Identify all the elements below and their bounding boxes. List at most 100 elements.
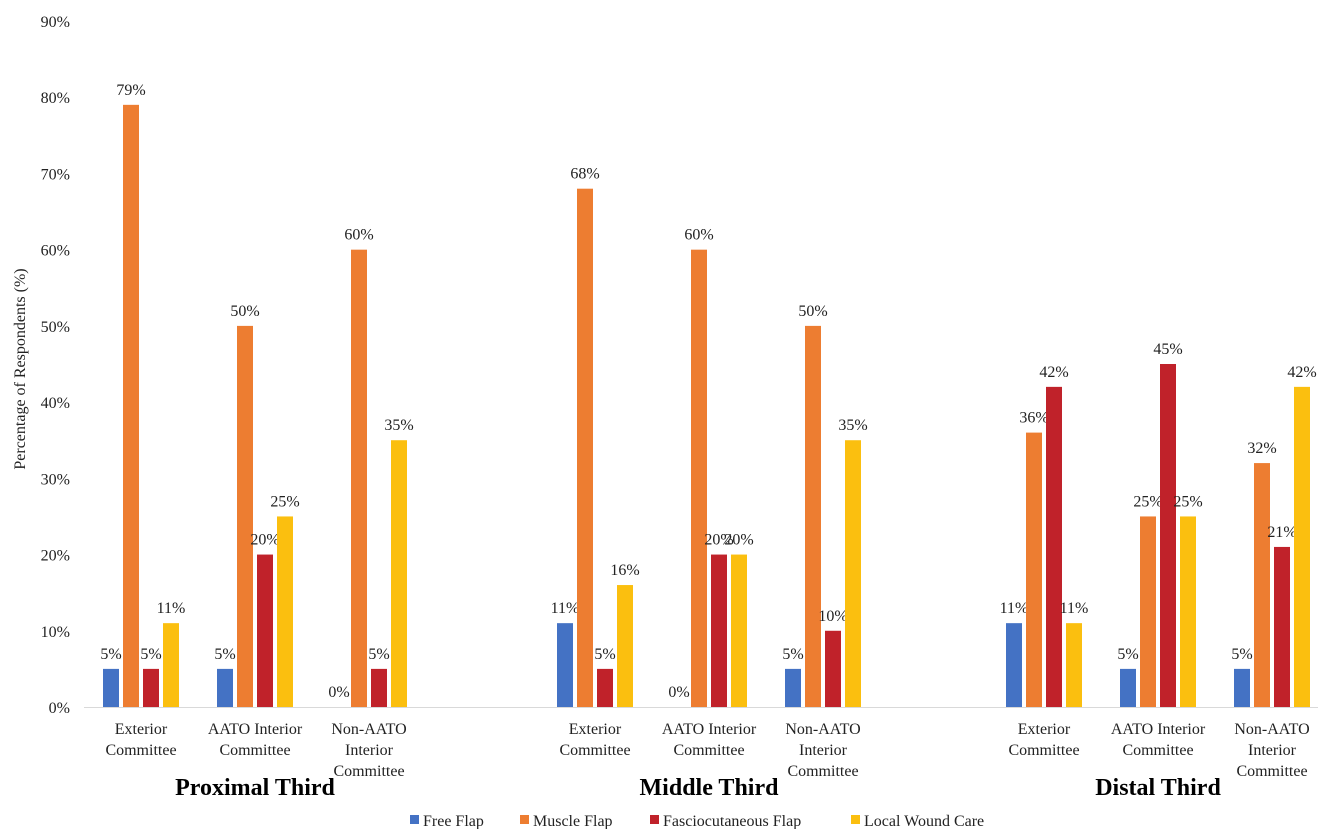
data-label: 5%: [782, 646, 803, 663]
group-label: Distal Third: [1095, 775, 1221, 801]
category-label: Non-AATO: [331, 721, 406, 738]
bar: [1140, 516, 1156, 707]
data-label: 42%: [1039, 364, 1068, 381]
bar: [217, 668, 233, 707]
bar: [1120, 668, 1136, 707]
y-axis-title: Percentage of Respondents (%): [12, 268, 29, 469]
bar: [143, 668, 159, 707]
data-label: 35%: [384, 417, 413, 434]
bar: [391, 440, 407, 707]
data-label: 11%: [1000, 600, 1029, 617]
data-label: 20%: [724, 532, 753, 549]
bar: [845, 440, 861, 707]
bar: [557, 623, 573, 707]
bar: [1066, 623, 1082, 707]
y-tick-label: 80%: [41, 90, 70, 107]
bar: [597, 668, 613, 707]
data-label: 5%: [214, 646, 235, 663]
data-label: 35%: [838, 417, 867, 434]
y-tick-label: 20%: [41, 548, 70, 565]
category-label: Interior: [345, 742, 394, 759]
y-tick-label: 50%: [41, 319, 70, 336]
legend-swatch: [851, 815, 860, 824]
bar: [103, 668, 119, 707]
data-label: 11%: [1060, 600, 1089, 617]
y-tick-label: 40%: [41, 395, 70, 412]
data-label: 21%: [1267, 524, 1296, 541]
category-label: AATO Interior: [662, 721, 757, 738]
data-label: 25%: [270, 493, 299, 510]
data-label: 68%: [570, 166, 599, 183]
data-label: 50%: [798, 303, 827, 320]
category-label: Committee: [787, 763, 858, 780]
data-label: 60%: [684, 227, 713, 244]
bar: [577, 188, 593, 707]
data-label: 50%: [230, 303, 259, 320]
bar: [711, 554, 727, 707]
data-label: 60%: [344, 227, 373, 244]
legend-swatch: [410, 815, 419, 824]
legend-label: Muscle Flap: [533, 813, 613, 829]
legend-swatch: [520, 815, 529, 824]
category-label: Committee: [1122, 742, 1193, 759]
data-label: 5%: [140, 646, 161, 663]
data-label: 20%: [704, 532, 733, 549]
bar: [1180, 516, 1196, 707]
category-label: Committee: [219, 742, 290, 759]
data-label: 5%: [1117, 646, 1138, 663]
data-label: 10%: [818, 608, 847, 625]
data-label: 0%: [328, 684, 349, 701]
data-label: 25%: [1133, 493, 1162, 510]
data-label: 11%: [157, 600, 186, 617]
category-label: Non-AATO: [1234, 721, 1309, 738]
y-tick-label: 60%: [41, 243, 70, 260]
bars: 5% 79% 5% 11% 5% 50% 20% 25% 0% 60% 5% 35% 11% 68% 5% 1…: [100, 82, 1317, 708]
bar: [1254, 463, 1270, 707]
group-label: Middle Third: [640, 775, 780, 801]
bar: [731, 554, 747, 707]
bar: [1046, 386, 1062, 707]
bar: [785, 668, 801, 707]
bar: [1160, 364, 1176, 707]
bar: [617, 585, 633, 707]
category-label: Exterior: [1018, 721, 1071, 738]
bar: [1294, 386, 1310, 707]
y-tick-label: 70%: [41, 166, 70, 183]
bar: [805, 325, 821, 707]
bar: [825, 630, 841, 707]
legend: Free Flap Muscle Flap Fasciocutaneous Flap…: [410, 813, 984, 829]
data-label: 0%: [668, 684, 689, 701]
bar: [1234, 668, 1250, 707]
bar: [1274, 546, 1290, 707]
category-label: Committee: [105, 742, 176, 759]
bar: [1026, 432, 1042, 707]
category-label: Interior: [1248, 742, 1297, 759]
y-tick-label: 0%: [49, 700, 70, 717]
data-label: 32%: [1247, 440, 1276, 457]
data-label: 25%: [1173, 493, 1202, 510]
data-label: 11%: [551, 600, 580, 617]
data-label: 45%: [1153, 341, 1182, 358]
y-axis: 0% 10% 20% 30% 40% 50% 60% 70% 80% 90% Exterior Com…: [41, 14, 1310, 801]
y-tick-label: 90%: [41, 14, 70, 31]
group-label: Proximal Third: [175, 775, 335, 801]
bar: [1006, 623, 1022, 707]
data-label: 20%: [250, 532, 279, 549]
bar: [237, 325, 253, 707]
category-label: Committee: [673, 742, 744, 759]
category-label: Non-AATO: [785, 721, 860, 738]
data-label: 79%: [116, 82, 145, 99]
y-tick-label: 10%: [41, 624, 70, 641]
bar: [371, 668, 387, 707]
bar: [351, 249, 367, 707]
bar: [257, 554, 273, 707]
data-label: 5%: [368, 646, 389, 663]
legend-swatch: [650, 815, 659, 824]
category-label: Committee: [1008, 742, 1079, 759]
data-label: 42%: [1287, 364, 1316, 381]
data-label: 16%: [610, 562, 639, 579]
category-label: Committee: [1236, 763, 1307, 780]
y-tick-label: 30%: [41, 471, 70, 488]
bar: [691, 249, 707, 707]
